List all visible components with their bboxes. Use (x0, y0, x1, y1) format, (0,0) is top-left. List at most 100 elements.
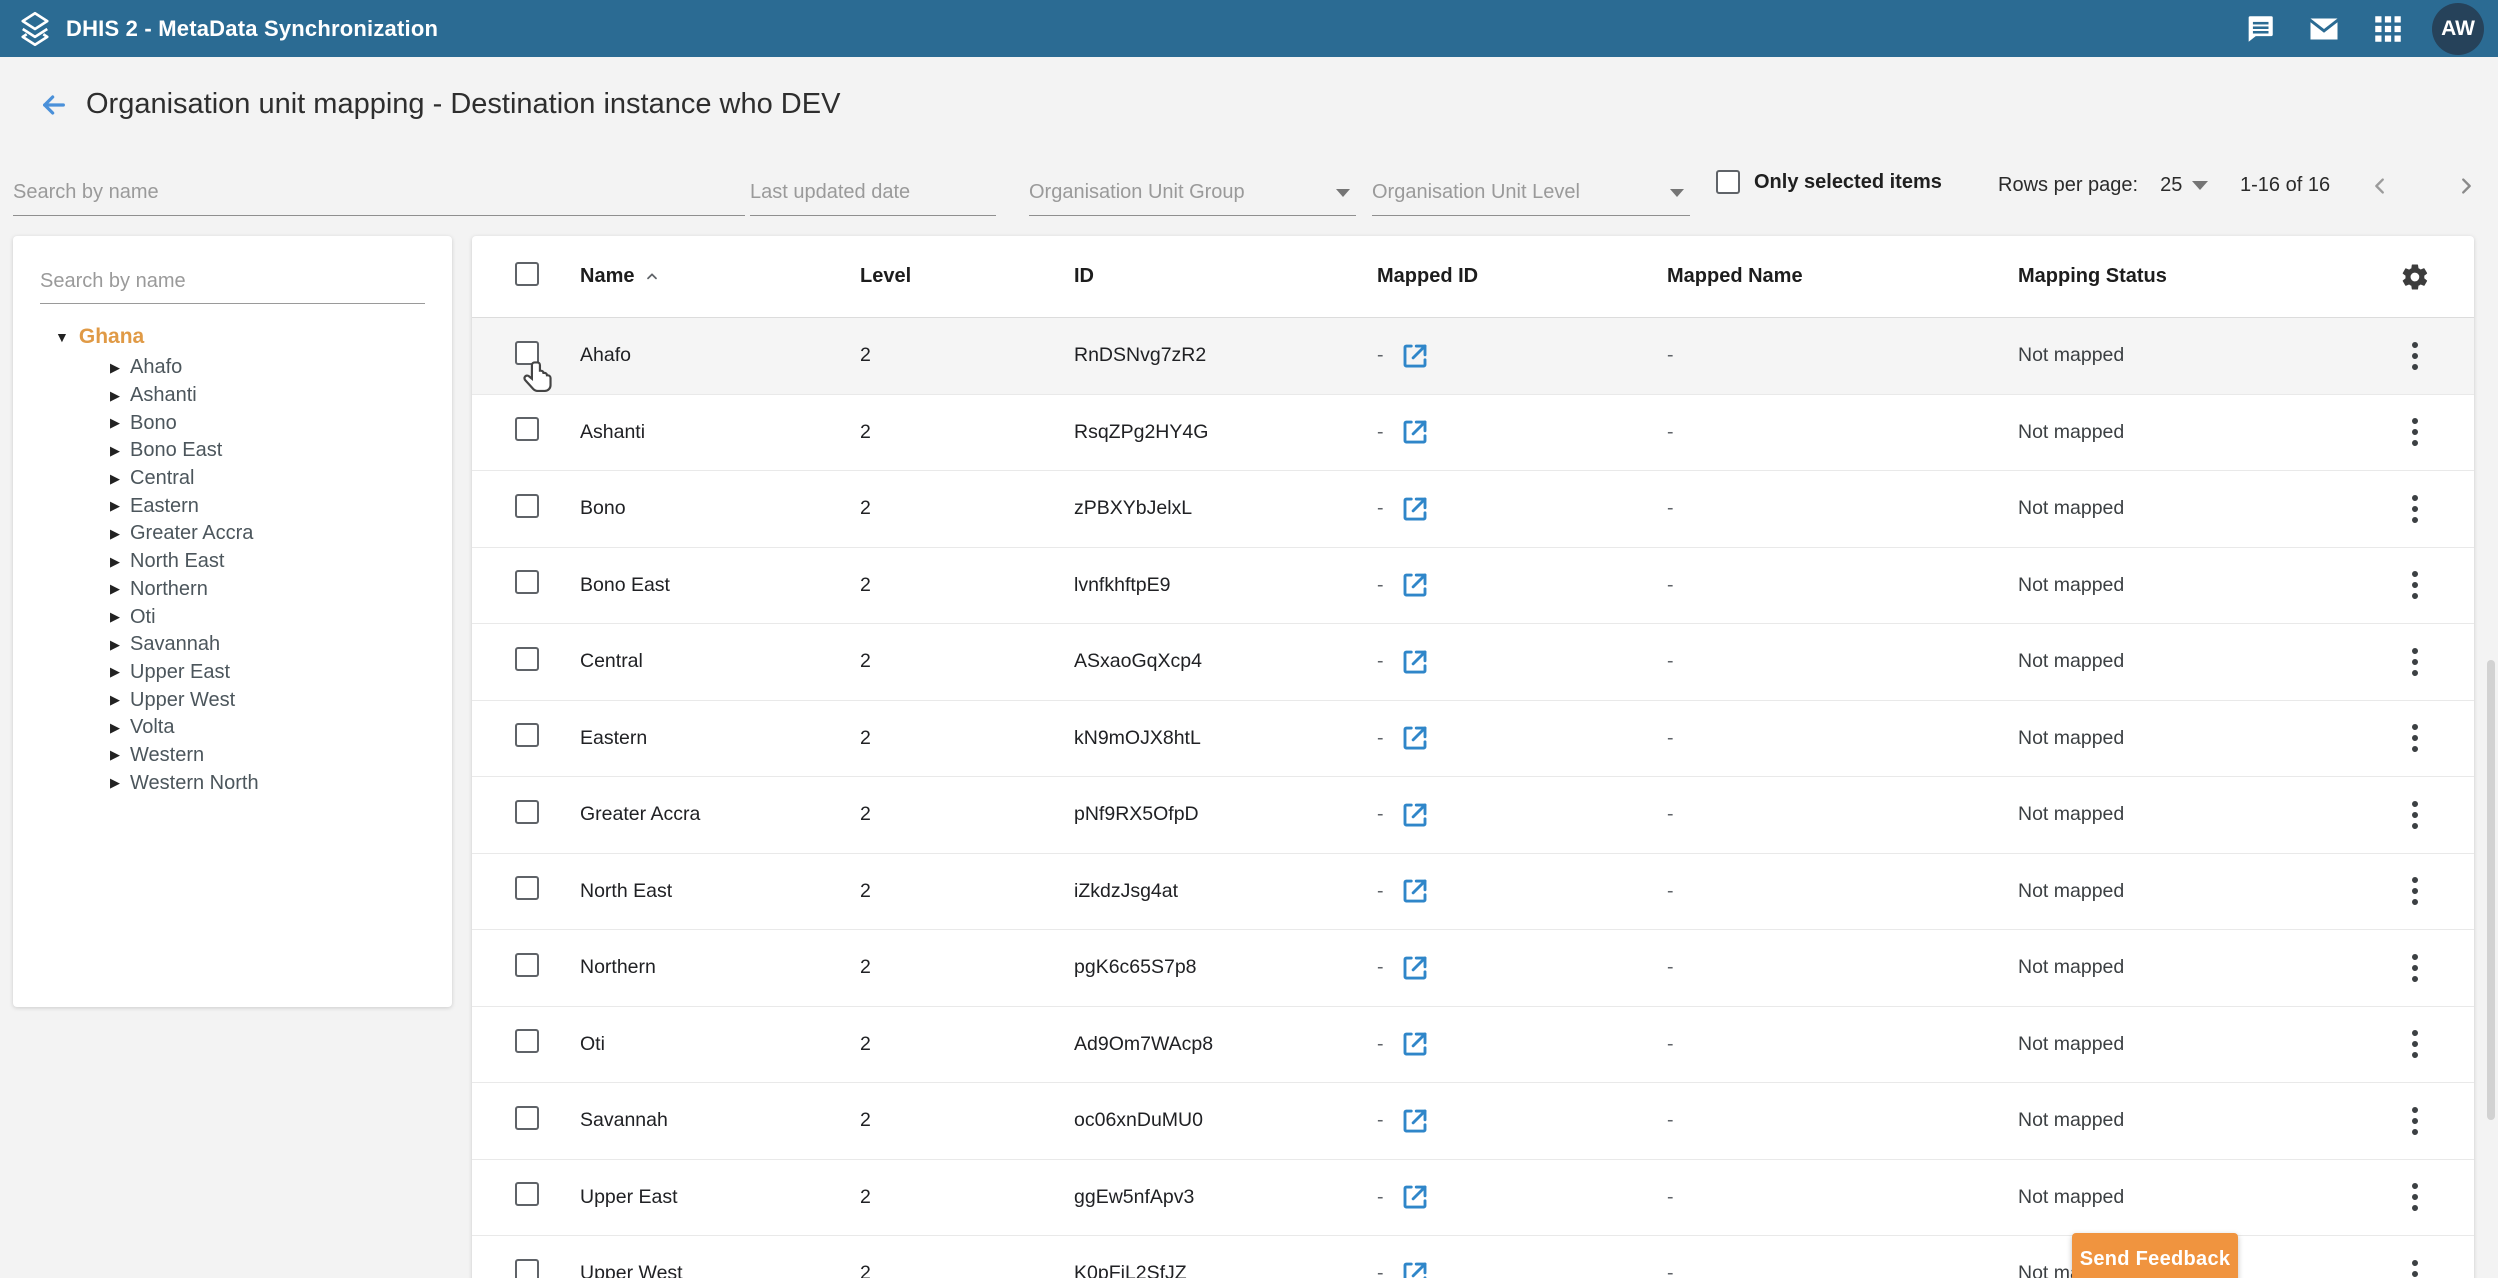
tree-node[interactable]: ▶ Ashanti (13, 382, 452, 410)
tree-node-root[interactable]: ▼ Ghana (13, 320, 452, 354)
row-checkbox[interactable] (515, 1029, 539, 1054)
tree-collapsed-icon[interactable]: ▶ (110, 747, 120, 763)
row-menu-button[interactable] (2406, 948, 2424, 988)
row-checkbox[interactable] (515, 799, 539, 824)
row-checkbox[interactable] (515, 417, 539, 442)
tree-collapsed-icon[interactable]: ▶ (110, 553, 120, 569)
row-checkbox[interactable] (515, 340, 539, 365)
tree-node[interactable]: ▶ Bono (13, 409, 452, 437)
tree-node[interactable]: ▶ North East (13, 548, 452, 576)
only-selected-checkbox[interactable] (1716, 170, 1740, 194)
next-page-button[interactable] (2448, 168, 2484, 204)
tree-collapsed-icon[interactable]: ▶ (110, 387, 120, 403)
open-in-new-icon[interactable] (1400, 876, 1430, 906)
row-menu-button[interactable] (2406, 412, 2424, 452)
tree-collapsed-icon[interactable]: ▶ (110, 581, 120, 597)
tree-collapsed-icon[interactable]: ▶ (110, 719, 120, 735)
open-in-new-icon[interactable] (1400, 647, 1430, 677)
messages-icon[interactable] (2304, 9, 2344, 49)
open-in-new-icon[interactable] (1400, 723, 1430, 753)
row-menu-button[interactable] (2406, 1254, 2424, 1278)
row-checkbox[interactable] (515, 570, 539, 595)
vertical-scrollbar[interactable] (2487, 660, 2495, 1120)
row-menu-button[interactable] (2406, 1101, 2424, 1141)
column-header-level[interactable]: Level (860, 265, 912, 287)
row-checkbox[interactable] (515, 1182, 539, 1207)
cell-mapped-name: - (1667, 803, 1674, 826)
row-checkbox[interactable] (515, 952, 539, 977)
tree-node[interactable]: ▶ Greater Accra (13, 520, 452, 548)
row-menu-button[interactable] (2406, 1024, 2424, 1064)
column-header-name[interactable]: Name (580, 265, 860, 288)
rows-per-page-value[interactable]: 25 (2160, 174, 2183, 196)
open-in-new-icon[interactable] (1400, 494, 1430, 524)
column-settings-button[interactable] (2355, 262, 2474, 292)
column-header-mapped-id[interactable]: Mapped ID (1377, 265, 1479, 287)
send-feedback-button[interactable]: Send Feedback (2072, 1233, 2238, 1278)
row-checkbox[interactable] (515, 876, 539, 901)
search-by-name-input[interactable] (13, 170, 745, 216)
open-in-new-icon[interactable] (1400, 1029, 1430, 1059)
row-menu-button[interactable] (2406, 718, 2424, 758)
last-updated-date-input[interactable] (750, 170, 996, 216)
row-checkbox[interactable] (515, 723, 539, 748)
tree-node[interactable]: ▶ Western (13, 742, 452, 770)
open-in-new-icon[interactable] (1400, 1259, 1430, 1278)
tree-node[interactable]: ▶ Eastern (13, 492, 452, 520)
tree-collapsed-icon[interactable]: ▶ (110, 498, 120, 514)
row-checkbox[interactable] (515, 646, 539, 671)
tree-search-input[interactable] (40, 260, 425, 304)
open-in-new-icon[interactable] (1400, 1182, 1430, 1212)
open-in-new-icon[interactable] (1400, 953, 1430, 983)
interpretations-icon[interactable] (2240, 9, 2280, 49)
tree-collapsed-icon[interactable]: ▶ (110, 470, 120, 486)
rows-per-page-caret-icon[interactable] (2192, 181, 2209, 190)
tree-node[interactable]: ▶ Upper East (13, 659, 452, 687)
tree-collapsed-icon[interactable]: ▶ (110, 692, 120, 708)
tree-collapsed-icon[interactable]: ▶ (110, 775, 120, 791)
row-checkbox[interactable] (515, 1258, 539, 1278)
open-in-new-icon[interactable] (1400, 570, 1430, 600)
row-menu-button[interactable] (2406, 795, 2424, 835)
org-unit-group-select[interactable]: Organisation Unit Group (1029, 170, 1356, 216)
tree-collapsed-icon[interactable]: ▶ (110, 442, 120, 458)
tree-node[interactable]: ▶ Savannah (13, 631, 452, 659)
back-arrow-button[interactable] (34, 85, 74, 125)
row-checkbox[interactable] (515, 493, 539, 518)
tree-node[interactable]: ▶ Northern (13, 576, 452, 604)
tree-node[interactable]: ▶ Central (13, 465, 452, 493)
apps-grid-icon[interactable] (2368, 9, 2408, 49)
tree-collapsed-icon[interactable]: ▶ (110, 664, 120, 680)
user-avatar[interactable]: AW (2432, 2, 2484, 55)
tree-node-label: Upper East (130, 660, 231, 683)
open-in-new-icon[interactable] (1400, 341, 1430, 371)
row-menu-button[interactable] (2406, 336, 2424, 376)
open-in-new-icon[interactable] (1400, 800, 1430, 830)
tree-expanded-icon[interactable]: ▼ (55, 329, 69, 345)
tree-collapsed-icon[interactable]: ▶ (110, 636, 120, 652)
open-in-new-icon[interactable] (1400, 1106, 1430, 1136)
tree-node[interactable]: ▶ Volta (13, 714, 452, 742)
tree-node[interactable]: ▶ Western North (13, 769, 452, 797)
open-in-new-icon[interactable] (1400, 417, 1430, 447)
tree-node[interactable]: ▶ Ahafo (13, 354, 452, 382)
row-menu-button[interactable] (2406, 871, 2424, 911)
select-all-checkbox[interactable] (515, 261, 539, 286)
row-checkbox[interactable] (515, 1105, 539, 1130)
previous-page-button[interactable] (2362, 168, 2398, 204)
tree-node[interactable]: ▶ Bono East (13, 437, 452, 465)
tree-collapsed-icon[interactable]: ▶ (110, 609, 120, 625)
row-menu-button[interactable] (2406, 565, 2424, 605)
column-header-mapping-status[interactable]: Mapping Status (2018, 265, 2167, 287)
tree-node[interactable]: ▶ Upper West (13, 686, 452, 714)
tree-collapsed-icon[interactable]: ▶ (110, 415, 120, 431)
row-menu-button[interactable] (2406, 1177, 2424, 1217)
tree-collapsed-icon[interactable]: ▶ (110, 525, 120, 541)
column-header-mapped-name[interactable]: Mapped Name (1667, 265, 1803, 287)
column-header-id[interactable]: ID (1074, 265, 1094, 287)
row-menu-button[interactable] (2406, 642, 2424, 682)
tree-collapsed-icon[interactable]: ▶ (110, 359, 120, 375)
row-menu-button[interactable] (2406, 489, 2424, 529)
org-unit-level-select[interactable]: Organisation Unit Level (1372, 170, 1690, 216)
tree-node[interactable]: ▶ Oti (13, 603, 452, 631)
